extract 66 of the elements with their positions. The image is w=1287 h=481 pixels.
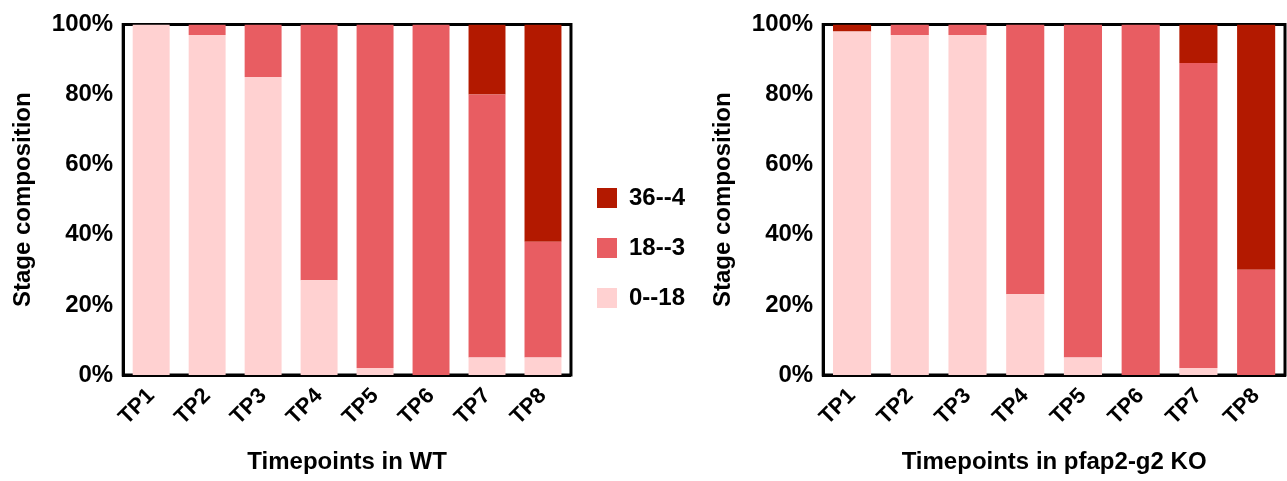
bar bbox=[244, 24, 282, 77]
y-tick-label: 60% bbox=[765, 149, 814, 177]
bar bbox=[948, 34, 987, 375]
bar bbox=[300, 280, 338, 375]
bar bbox=[1179, 62, 1218, 368]
bar bbox=[1237, 269, 1276, 375]
x-axis-title: Timepoints in WT bbox=[247, 447, 448, 475]
x-tick-label: TP2 bbox=[871, 382, 918, 429]
x-tick-label: TP6 bbox=[392, 382, 439, 429]
bar bbox=[300, 24, 338, 281]
x-tick-label: TP1 bbox=[112, 382, 159, 429]
bar bbox=[833, 31, 872, 375]
bar bbox=[1063, 357, 1103, 375]
y-tick-label: 40% bbox=[765, 219, 814, 247]
y-tick-label: 0% bbox=[778, 359, 814, 387]
bar bbox=[1063, 24, 1103, 358]
x-tick-label: TP5 bbox=[1044, 382, 1091, 429]
bar bbox=[244, 76, 282, 375]
bar bbox=[412, 24, 450, 375]
legend-label: 18--3 bbox=[628, 232, 685, 260]
bar bbox=[132, 24, 170, 375]
x-tick-label: TP4 bbox=[280, 381, 328, 429]
bar bbox=[188, 34, 226, 375]
y-tick-label: 80% bbox=[765, 79, 814, 107]
bar bbox=[1121, 24, 1160, 375]
x-tick-label: TP8 bbox=[504, 382, 551, 429]
bar bbox=[1179, 367, 1218, 375]
bar bbox=[468, 24, 506, 95]
x-tick-label: TP1 bbox=[813, 382, 860, 429]
x-tick-label: TP6 bbox=[1102, 382, 1149, 429]
y-tick-label: 100% bbox=[751, 9, 814, 37]
bar bbox=[356, 367, 394, 375]
bar bbox=[890, 24, 929, 35]
x-tick-label: TP3 bbox=[929, 382, 976, 429]
legend-label: 0--18 bbox=[628, 282, 685, 310]
bar bbox=[890, 34, 929, 375]
bar bbox=[524, 24, 562, 242]
x-tick-label: TP8 bbox=[1217, 382, 1264, 429]
bar bbox=[524, 357, 562, 375]
bar bbox=[1006, 24, 1045, 295]
bar bbox=[524, 241, 562, 358]
y-tick-label: 40% bbox=[65, 219, 114, 247]
legend-label: 36--4 bbox=[628, 182, 686, 210]
bar bbox=[948, 24, 987, 35]
x-tick-label: TP2 bbox=[168, 382, 215, 429]
bar bbox=[1006, 294, 1045, 375]
bar bbox=[1237, 24, 1276, 270]
bar bbox=[468, 94, 506, 358]
x-tick-label: TP5 bbox=[336, 382, 383, 429]
y-tick-label: 100% bbox=[51, 9, 114, 37]
bar bbox=[468, 357, 506, 375]
y-tick-label: 80% bbox=[65, 79, 114, 107]
bar bbox=[356, 24, 394, 368]
bar bbox=[188, 24, 226, 35]
x-tick-label: TP7 bbox=[1160, 382, 1207, 429]
y-tick-label: 0% bbox=[78, 359, 114, 387]
x-tick-label: TP4 bbox=[986, 381, 1034, 429]
y-tick-label: 20% bbox=[65, 289, 114, 317]
x-axis-title: Timepoints in pfap2-g2 KO bbox=[901, 447, 1207, 475]
x-tick-label: TP7 bbox=[448, 382, 495, 429]
y-axis-title: Stage composition bbox=[8, 92, 36, 308]
bar bbox=[1179, 24, 1218, 63]
y-tick-label: 20% bbox=[765, 289, 814, 317]
y-axis-title: Stage composition bbox=[708, 92, 736, 308]
y-tick-label: 60% bbox=[65, 149, 114, 177]
x-tick-label: TP3 bbox=[224, 382, 271, 429]
